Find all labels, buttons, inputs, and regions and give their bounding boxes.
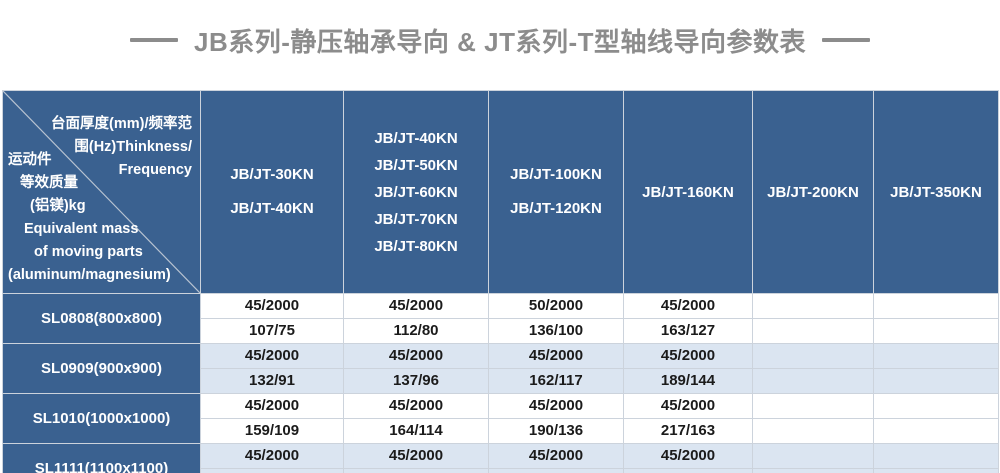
table-row-sl1111-line2 xyxy=(3,468,999,473)
cell xyxy=(873,318,999,344)
table-row-sl0909-line2: 132/91 137/96 162/117 189/144 xyxy=(3,368,999,394)
column-header-30-40kn: JB/JT-30KN JB/JT-40KN xyxy=(200,90,344,294)
cell xyxy=(752,343,874,369)
table-row-sl1111-line1: SL1111(1100x1100) 45/2000 45/2000 45/200… xyxy=(2,443,999,473)
cell xyxy=(873,343,999,369)
header-row: 台面厚度(mm)/频率范 围(Hz)Thinkness/ Frequency 运… xyxy=(2,90,999,294)
cell xyxy=(752,468,874,473)
cell xyxy=(752,418,874,444)
cell xyxy=(623,468,753,473)
corner-line: (铝镁)kg xyxy=(30,198,86,214)
cell: 45/2000 xyxy=(200,293,344,319)
title-dash-right xyxy=(822,38,870,42)
column-header-line: JB/JT-50KN xyxy=(374,156,458,174)
cell xyxy=(488,468,624,473)
column-header-line: JB/JT-30KN xyxy=(230,166,314,183)
column-header-line: JB/JT-40KN xyxy=(230,200,314,217)
cell: 217/163 xyxy=(623,418,753,444)
cell: 107/75 xyxy=(200,318,344,344)
corner-line: Equivalent mass xyxy=(24,221,139,237)
cell: 45/2000 xyxy=(343,443,489,469)
cell xyxy=(752,293,874,319)
table-row-sl0808-line2: 107/75 112/80 136/100 163/127 xyxy=(3,318,999,344)
cell: 45/2000 xyxy=(623,343,753,369)
spec-table: 台面厚度(mm)/频率范 围(Hz)Thinkness/ Frequency 运… xyxy=(2,90,999,473)
column-header-line: JB/JT-60KN xyxy=(374,183,458,201)
corner-bottom-left-label: 运动件 等效质量 (铝镁)kg Equivalent mass of movin… xyxy=(8,149,171,287)
cell xyxy=(752,318,874,344)
row-label-sl0808: SL0808(800x800) xyxy=(2,293,201,344)
cell: 164/114 xyxy=(343,418,489,444)
corner-line: 台面厚度(mm)/频率范 xyxy=(51,116,192,132)
cell: 45/2000 xyxy=(200,393,344,419)
corner-line: 围(Hz)Thinkness/ xyxy=(74,139,192,155)
cell: 45/2000 xyxy=(623,393,753,419)
cell xyxy=(343,468,489,473)
column-header-line: JB/JT-120KN xyxy=(510,200,602,217)
table-row-sl1010-line1: SL1010(1000x1000) 45/2000 45/2000 45/200… xyxy=(2,393,999,444)
table-row-sl1010-line2: 159/109 164/114 190/136 217/163 xyxy=(3,418,999,444)
column-header-100-120kn: JB/JT-100KN JB/JT-120KN xyxy=(488,90,624,294)
cell: 45/2000 xyxy=(343,293,489,319)
table-row-sl0909-line1: SL0909(900x900) 45/2000 45/2000 45/2000 … xyxy=(2,343,999,394)
cell xyxy=(873,443,999,469)
page-title: JB系列-静压轴承导向 & JT系列-T型轴线导向参数表 xyxy=(193,26,806,57)
cell: 132/91 xyxy=(200,368,344,394)
diagonal-divider-line xyxy=(3,91,200,293)
corner-top-right-label: 台面厚度(mm)/频率范 围(Hz)Thinkness/ Frequency xyxy=(51,113,192,182)
cell: 45/2000 xyxy=(343,393,489,419)
column-header-line: JB/JT-350KN xyxy=(890,183,982,201)
table-row-sl0808-line1: SL0808(800x800) 45/2000 45/2000 50/2000 … xyxy=(2,293,999,344)
cell xyxy=(752,393,874,419)
cell: 162/117 xyxy=(488,368,624,394)
cell: 163/127 xyxy=(623,318,753,344)
cell: 45/2000 xyxy=(488,443,624,469)
corner-header-cell: 台面厚度(mm)/频率范 围(Hz)Thinkness/ Frequency 运… xyxy=(2,90,201,294)
cell: 50/2000 xyxy=(488,293,624,319)
cell xyxy=(752,368,874,394)
corner-line: 等效质量 xyxy=(20,175,78,191)
row-label-sl0909: SL0909(900x900) xyxy=(2,343,201,394)
cell: 45/2000 xyxy=(343,343,489,369)
cell: 45/2000 xyxy=(488,343,624,369)
cell: 137/96 xyxy=(343,368,489,394)
corner-line: 运动件 xyxy=(8,152,52,168)
column-header-350kn: JB/JT-350KN xyxy=(873,90,999,294)
cell xyxy=(752,443,874,469)
cell: 45/2000 xyxy=(200,343,344,369)
row-label-sl1111: SL1111(1100x1100) xyxy=(2,443,201,473)
column-header-line: JB/JT-160KN xyxy=(642,183,734,201)
cell: 112/80 xyxy=(343,318,489,344)
column-header-line: JB/JT-40KN xyxy=(374,129,458,147)
cell: 45/2000 xyxy=(623,443,753,469)
cell xyxy=(200,468,344,473)
cell xyxy=(873,468,999,473)
corner-line: of moving parts xyxy=(34,244,143,260)
cell: 45/2000 xyxy=(488,393,624,419)
row-label-sl1010: SL1010(1000x1000) xyxy=(2,393,201,444)
cell: 189/144 xyxy=(623,368,753,394)
cell: 159/109 xyxy=(200,418,344,444)
cell: 45/2000 xyxy=(200,443,344,469)
column-header-40-80kn: JB/JT-40KN JB/JT-50KN JB/JT-60KN JB/JT-7… xyxy=(343,90,489,294)
cell: 45/2000 xyxy=(623,293,753,319)
column-header-line: JB/JT-100KN xyxy=(510,166,602,183)
cell xyxy=(873,293,999,319)
cell xyxy=(873,418,999,444)
corner-line: (aluminum/magnesium) xyxy=(8,267,171,283)
cell xyxy=(873,368,999,394)
column-header-160kn: JB/JT-160KN xyxy=(623,90,753,294)
column-header-line: JB/JT-70KN xyxy=(374,210,458,228)
cell xyxy=(873,393,999,419)
cell: 136/100 xyxy=(488,318,624,344)
cell: 190/136 xyxy=(488,418,624,444)
corner-line: Frequency xyxy=(118,162,192,178)
page-title-row: JB系列-静压轴承导向 & JT系列-T型轴线导向参数表 xyxy=(0,18,1000,62)
column-header-line: JB/JT-80KN xyxy=(374,237,458,255)
column-header-200kn: JB/JT-200KN xyxy=(752,90,874,294)
title-dash-left xyxy=(129,38,178,42)
column-header-line: JB/JT-200KN xyxy=(767,183,859,201)
